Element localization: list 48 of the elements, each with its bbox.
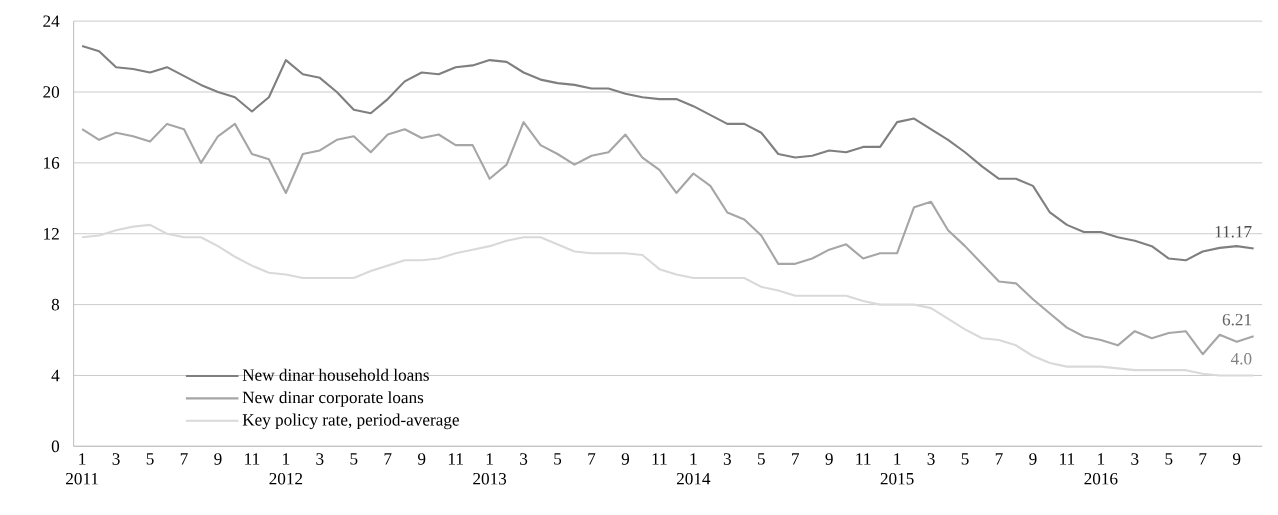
data-label: 11.17: [1215, 226, 1252, 238]
x-tick-label: 5: [757, 453, 765, 465]
x-tick-label: 11: [448, 453, 463, 465]
y-tick-label: 4: [51, 369, 60, 382]
x-tick-label: 1 2011: [66, 453, 98, 485]
x-tick-label: 11: [652, 453, 667, 465]
data-label: 6.21: [1222, 313, 1252, 326]
x-tick-label: 5: [146, 453, 154, 465]
legend-label: New dinar corporate loans: [242, 391, 424, 407]
x-tick-label: 3: [723, 453, 731, 465]
x-tick-label: 5: [1165, 453, 1173, 465]
x-tick-label: 1 2015: [880, 453, 914, 485]
x-tick-label: 7: [1199, 453, 1207, 465]
x-tick-label: 7: [180, 453, 188, 465]
y-tick-label: 20: [43, 86, 60, 98]
x-tick-label: 3: [112, 453, 120, 465]
y-tick-label: 12: [44, 228, 59, 240]
x-tick-label: 9: [1029, 453, 1037, 465]
x-tick-label: 9: [825, 453, 833, 465]
x-tick-label: 11: [1060, 453, 1075, 465]
x-tick-label: 7: [792, 453, 800, 465]
x-tick-label: 9: [214, 453, 222, 465]
x-tick-label: 5: [961, 453, 969, 465]
x-tick-label: 3: [927, 453, 935, 465]
x-tick-label: 7: [995, 453, 1003, 465]
data-label: 4.0: [1230, 352, 1252, 365]
x-tick-label: 9: [417, 453, 426, 465]
x-tick-label: 9: [621, 453, 630, 465]
x-tick-label: 5: [350, 453, 358, 465]
x-tick-label: 3: [520, 453, 528, 465]
y-tick-label: 0: [51, 440, 60, 453]
y-tick-label: 8: [51, 298, 60, 311]
x-tick-label: 1 2013: [473, 453, 507, 485]
x-tick-label: 3: [316, 453, 324, 465]
legend-label: Key policy rate, period-average: [242, 413, 459, 430]
y-tick-label: 16: [44, 157, 60, 169]
x-tick-label: 1 2016: [1084, 453, 1118, 485]
x-tick-label: 3: [1131, 453, 1139, 465]
x-tick-label: 1 2012: [269, 453, 303, 485]
x-tick-label: 11: [856, 453, 871, 465]
legend-label: New dinar household loans: [242, 368, 429, 381]
x-tick-label: 7: [588, 453, 596, 465]
x-tick-label: 11: [245, 453, 260, 465]
y-tick-label: 24: [43, 15, 60, 27]
x-tick-label: 1 2014: [676, 453, 711, 485]
x-tick-label: 5: [554, 453, 562, 465]
x-tick-label: 9: [1232, 453, 1241, 465]
x-tick-label: 7: [384, 453, 392, 465]
